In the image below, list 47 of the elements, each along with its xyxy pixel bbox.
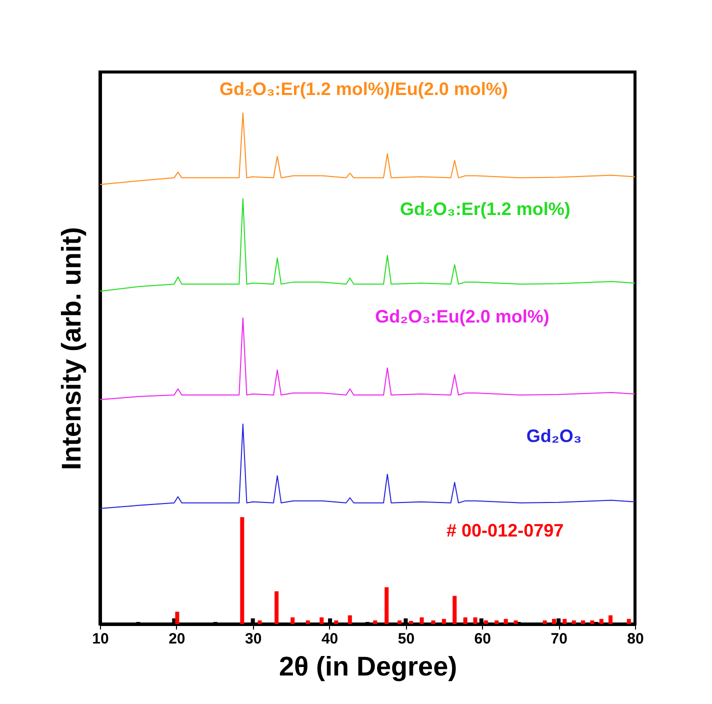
text: Gd₂O₃:Er(1.2 mol%) bbox=[400, 199, 570, 219]
bar bbox=[442, 618, 446, 624]
x-axis-title: 2θ (in Degree) bbox=[278, 652, 458, 682]
text: Gd₂O₃ bbox=[526, 426, 582, 446]
bar bbox=[599, 618, 604, 624]
bar bbox=[409, 620, 414, 624]
bar bbox=[608, 615, 613, 624]
x-tick-label: 80 bbox=[627, 630, 644, 648]
bar bbox=[431, 620, 436, 624]
bar bbox=[626, 618, 631, 624]
bar bbox=[552, 618, 556, 624]
bar bbox=[274, 591, 279, 624]
x-tick-label: 50 bbox=[398, 630, 415, 648]
bar bbox=[398, 620, 402, 624]
bar bbox=[473, 617, 478, 624]
bar bbox=[572, 620, 576, 624]
bar bbox=[306, 620, 310, 624]
bar bbox=[334, 620, 338, 624]
x-tick-label: 10 bbox=[92, 630, 109, 648]
x-tick-label: 70 bbox=[550, 630, 568, 648]
bar bbox=[581, 620, 586, 624]
bar bbox=[562, 618, 567, 624]
x-tick-label: 30 bbox=[245, 630, 262, 648]
bar bbox=[504, 618, 508, 624]
bar bbox=[384, 587, 389, 624]
series-label: Gd₂O₃:Er(1.2 mol%)/Eu(2.0 mol%) bbox=[219, 78, 508, 99]
x-tick-label: 20 bbox=[168, 630, 186, 648]
bar bbox=[240, 517, 244, 624]
bar bbox=[373, 620, 378, 624]
text: Gd₂O₃:Eu(2.0 mol%) bbox=[375, 306, 550, 326]
text: # 00-012-0797 bbox=[446, 520, 564, 540]
bar bbox=[463, 617, 468, 624]
bar bbox=[320, 617, 324, 624]
bar bbox=[452, 596, 457, 624]
x-tick-label: 60 bbox=[474, 630, 491, 648]
bar bbox=[590, 620, 594, 624]
y-axis-title: Intensity (arb. unit) bbox=[56, 227, 86, 470]
bar bbox=[290, 617, 295, 624]
bar bbox=[258, 620, 262, 624]
bar bbox=[348, 615, 352, 624]
x-tick-label: 40 bbox=[321, 630, 338, 648]
bar bbox=[494, 620, 499, 624]
bar bbox=[514, 620, 518, 624]
bar bbox=[484, 620, 488, 624]
bar bbox=[542, 620, 547, 624]
bar bbox=[175, 612, 180, 624]
bar bbox=[420, 617, 424, 624]
